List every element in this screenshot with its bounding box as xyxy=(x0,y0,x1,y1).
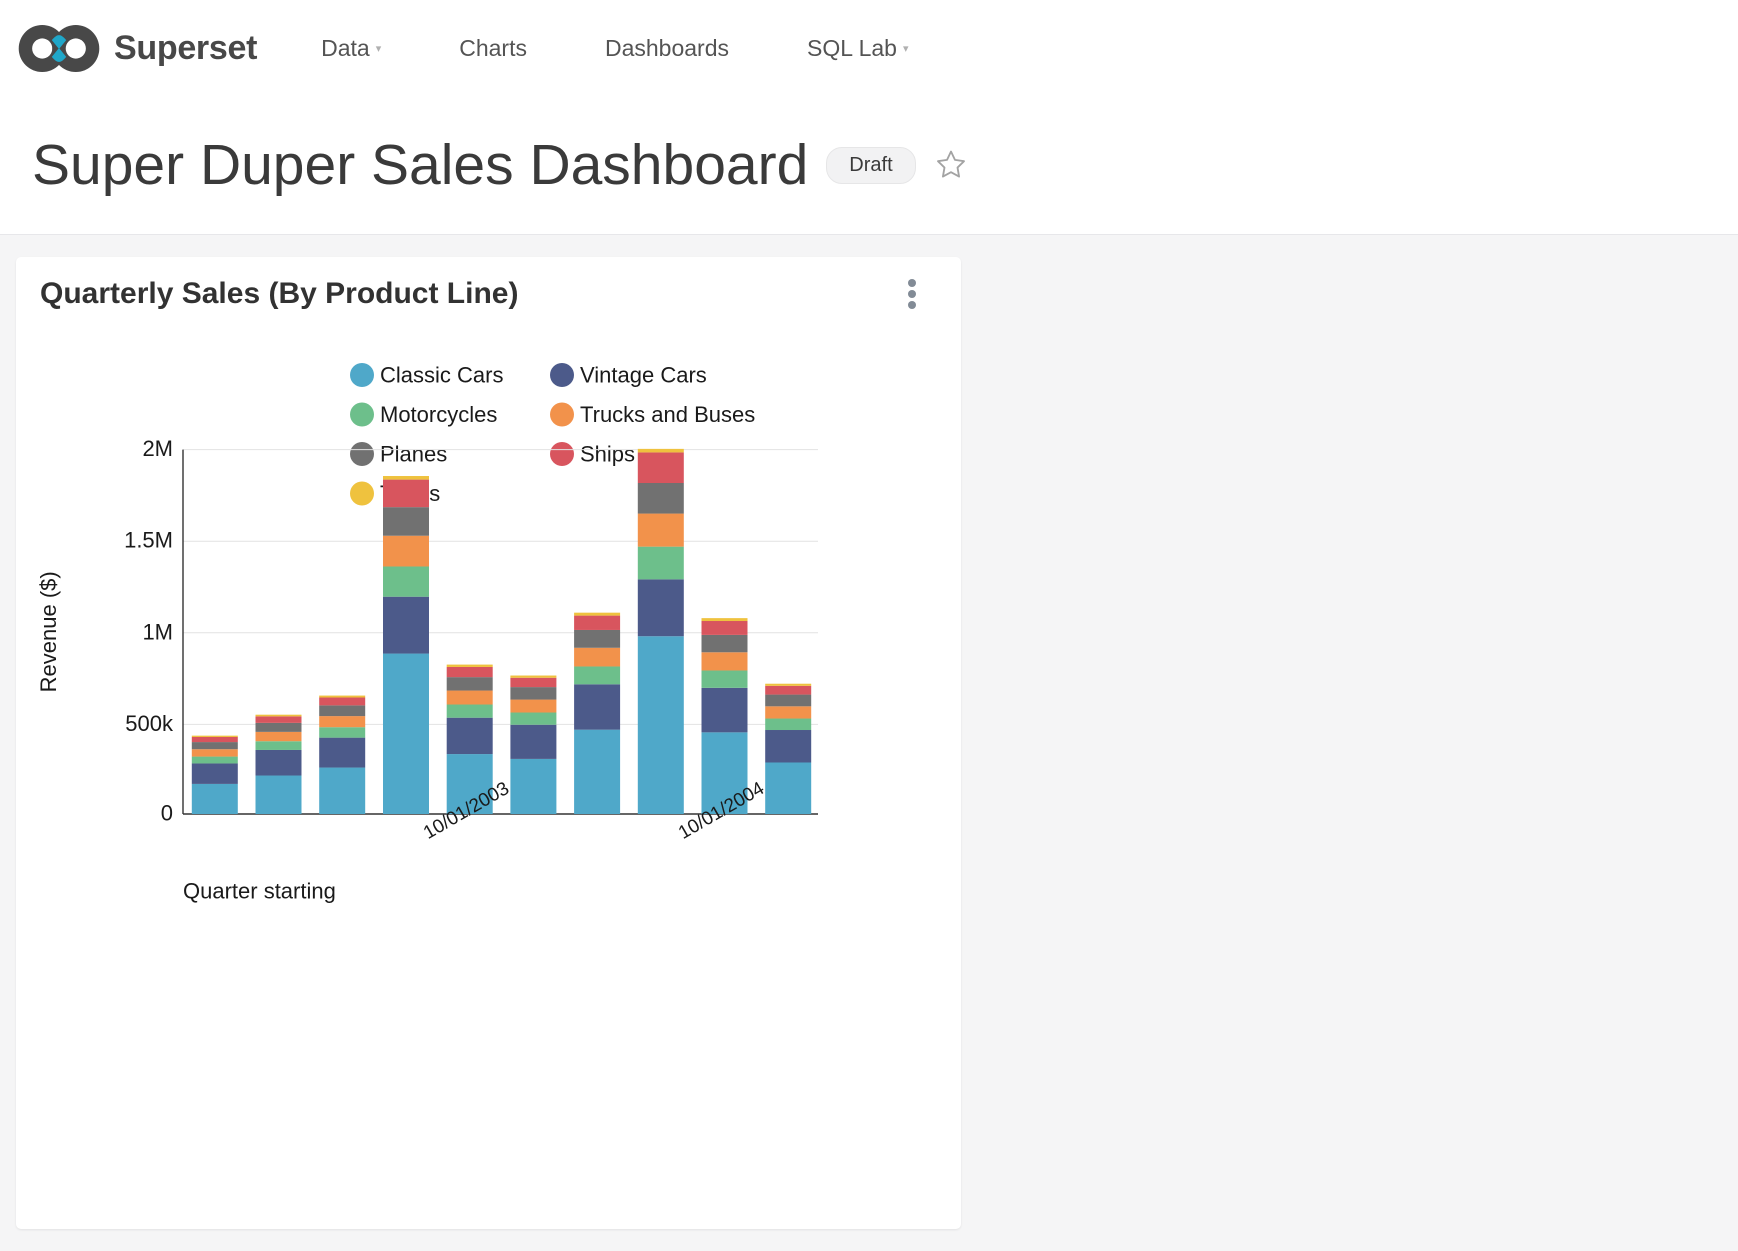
svg-text:Motorcycles: Motorcycles xyxy=(380,402,497,427)
svg-text:Trucks and Buses: Trucks and Buses xyxy=(580,402,755,427)
svg-text:Revenue ($): Revenue ($) xyxy=(36,571,61,692)
svg-text:Vintage Cars: Vintage Cars xyxy=(580,363,707,388)
svg-text:0: 0 xyxy=(161,801,173,826)
svg-text:Ships: Ships xyxy=(580,442,635,467)
svg-text:1.5M: 1.5M xyxy=(124,528,173,553)
svg-text:Planes: Planes xyxy=(380,442,447,467)
svg-text:1M: 1M xyxy=(142,619,173,644)
svg-text:500k: 500k xyxy=(125,711,174,736)
svg-text:Classic Cars: Classic Cars xyxy=(380,363,503,388)
svg-text:Quarter starting: Quarter starting xyxy=(183,879,336,904)
svg-text:2M: 2M xyxy=(142,436,173,461)
